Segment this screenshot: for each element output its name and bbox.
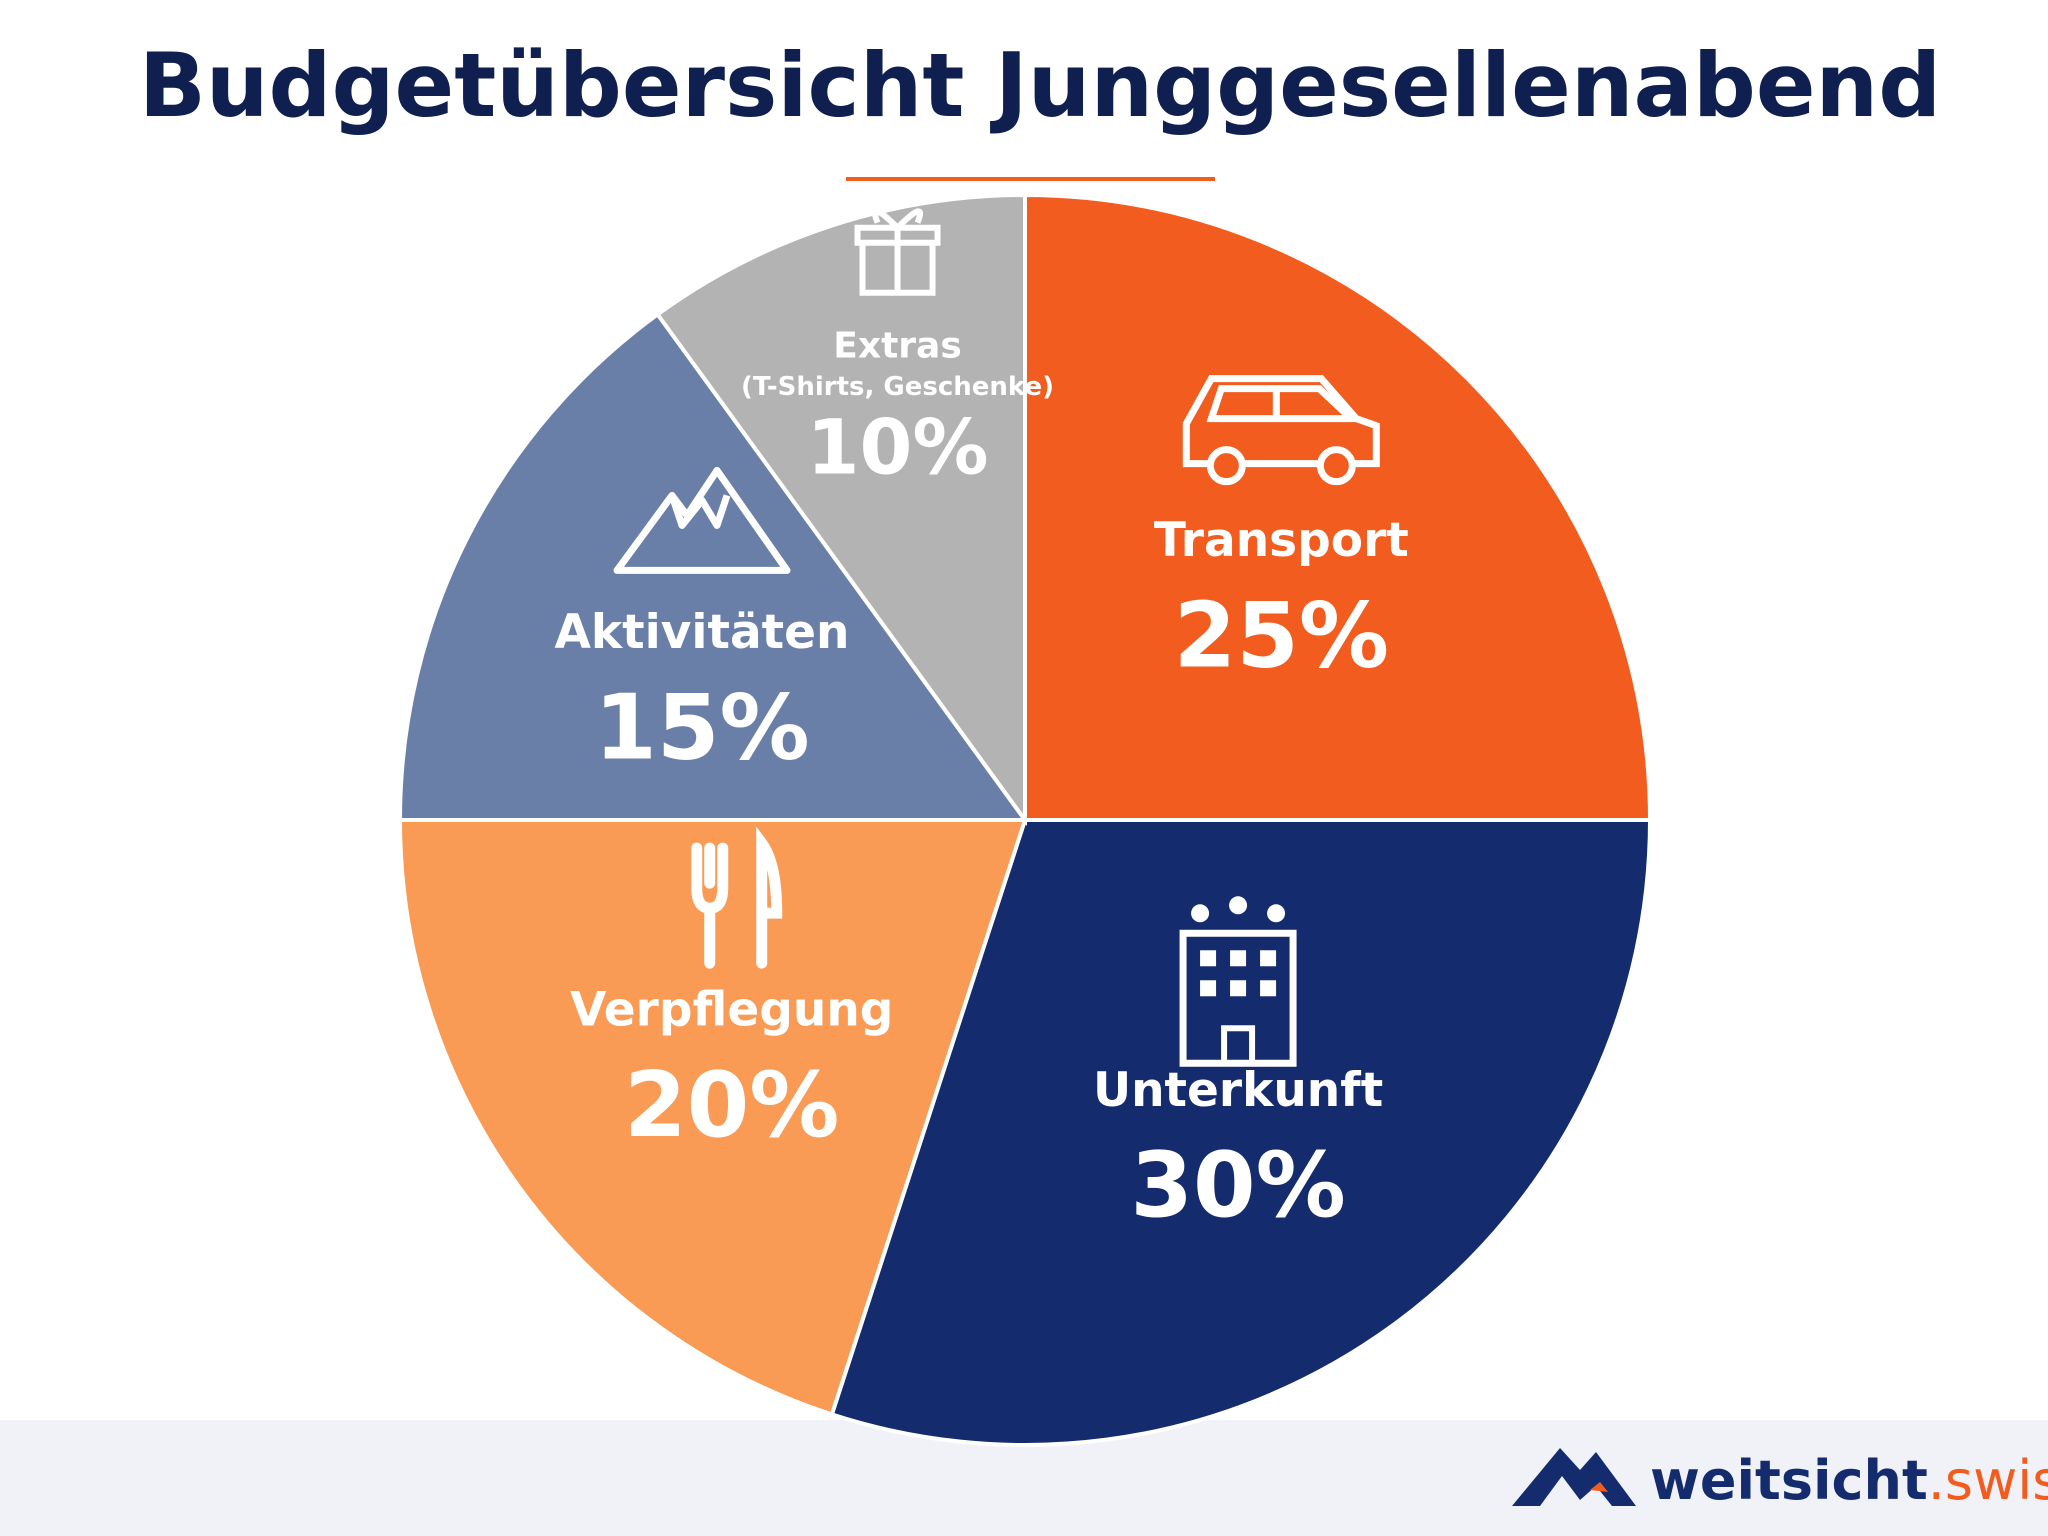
slice-icon [1179, 896, 1297, 1067]
icon-window [1230, 950, 1247, 967]
brand-text: weitsicht.swiss [1650, 1449, 2048, 1512]
slice-label: Verpflegung [570, 983, 893, 1038]
logo-accent [1590, 1482, 1608, 1492]
pie-slice [654, 192, 1027, 827]
pie-slice [397, 818, 1028, 1417]
icon-wheel [1316, 446, 1356, 486]
pie: Transport 25% Unterkunft 30% Verpflegung 20% A… [397, 192, 1653, 1447]
icon-window [1200, 950, 1217, 967]
slice-label: Extras [833, 326, 962, 367]
slice-value-label: 20% [624, 1053, 839, 1158]
icon-window [1260, 980, 1277, 997]
slice-label: Aktivitäten [555, 605, 850, 660]
pie-slice [829, 818, 1653, 1447]
icon-star [1267, 904, 1286, 923]
icon-star [1229, 896, 1248, 915]
icon-window [1200, 980, 1217, 997]
icon-car [1182, 375, 1380, 468]
icon-wheel [1206, 446, 1246, 486]
icon-star [1191, 904, 1210, 923]
slice-note: (T-Shirts, Geschenke) [741, 372, 1054, 402]
brand-logo: weitsicht.swiss [1512, 1448, 2048, 1512]
slice-icon [854, 208, 941, 296]
slice-icon [1182, 375, 1380, 486]
brand-suffix: .swiss [1928, 1449, 2048, 1512]
icon-cutlery [691, 826, 783, 969]
slice-label: Transport [1154, 513, 1409, 568]
brand-name: weitsicht [1650, 1449, 1928, 1512]
slice-value-label: 10% [807, 403, 989, 492]
slice-value-label: 30% [1130, 1133, 1345, 1238]
icon-mountain [613, 466, 791, 574]
icon-window [1230, 980, 1247, 997]
icon-window [1260, 950, 1277, 967]
pie-slice [1023, 192, 1653, 822]
slice-icon [613, 466, 791, 574]
slice-value-label: 25% [1174, 584, 1389, 689]
slice-icon [691, 826, 783, 969]
icon-door [1221, 1025, 1256, 1067]
slice-value-label: 15% [594, 675, 809, 780]
icon-gift [854, 208, 941, 296]
slice-label: Unterkunft [1093, 1063, 1383, 1118]
chart-title: Budgetübersicht Junggesellenabend [139, 34, 1941, 137]
